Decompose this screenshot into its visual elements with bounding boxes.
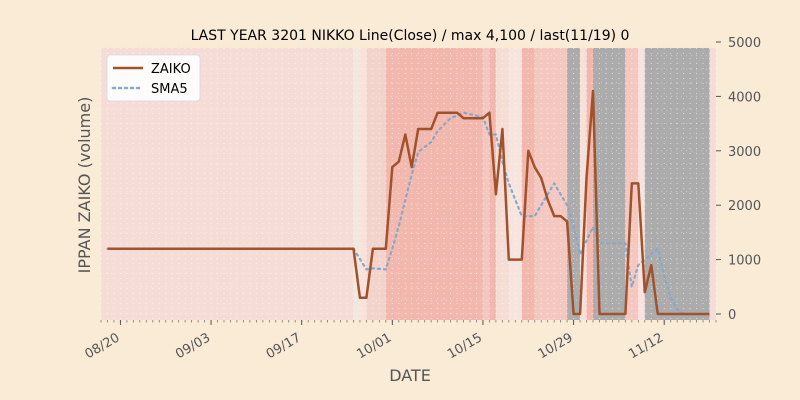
- band-15: [638, 48, 645, 320]
- y-tick-label-5000: 5000: [728, 36, 761, 51]
- x-tick-label-08/20: 08/20: [82, 330, 122, 362]
- band-9: [534, 48, 568, 320]
- x-tick-label-11/12: 11/12: [626, 330, 666, 362]
- y-axis-label: IPPAN ZAIKO (volume): [75, 97, 94, 274]
- x-axis-label: DATE: [389, 366, 431, 385]
- y-tick-label-3000: 3000: [728, 145, 761, 160]
- band-1: [359, 48, 367, 320]
- series-lines: [106, 89, 711, 316]
- band-12: [586, 48, 593, 320]
- background-bands: [353, 48, 710, 320]
- series-line-zaiko: [107, 89, 710, 316]
- x-tick-label-10/01: 10/01: [354, 330, 394, 362]
- y-axis: 0 1000 2000 3000 4000 5000: [716, 36, 761, 323]
- y-tick-label-2000: 2000: [728, 199, 761, 214]
- x-tick-label-09/03: 09/03: [173, 330, 213, 362]
- legend-label-zaiko: ZAIKO: [151, 62, 191, 77]
- x-tick-label-09/17: 09/17: [264, 330, 304, 362]
- legend-label-sma5: SMA5: [151, 82, 188, 97]
- band-0: [353, 48, 360, 320]
- y-tick-label-1000: 1000: [728, 254, 761, 269]
- legend: ZAIKO SMA5: [106, 54, 201, 102]
- x-tick-label-10/15: 10/15: [445, 330, 485, 362]
- x-tick-label-10/29: 10/29: [536, 330, 576, 362]
- x-axis: 08/20 09/03 09/17 10/01 10/15 10/29 11/12: [82, 320, 717, 362]
- band-4: [482, 48, 490, 320]
- band-5: [489, 48, 496, 320]
- y-tick-label-0: 0: [728, 308, 736, 323]
- legend-box: [106, 54, 201, 102]
- y-tick-label-4000: 4000: [728, 90, 761, 105]
- band-3: [385, 48, 483, 320]
- band-11: [580, 48, 587, 320]
- chart-title: LAST YEAR 3201 NIKKO Line(Close) / max 4…: [191, 28, 630, 44]
